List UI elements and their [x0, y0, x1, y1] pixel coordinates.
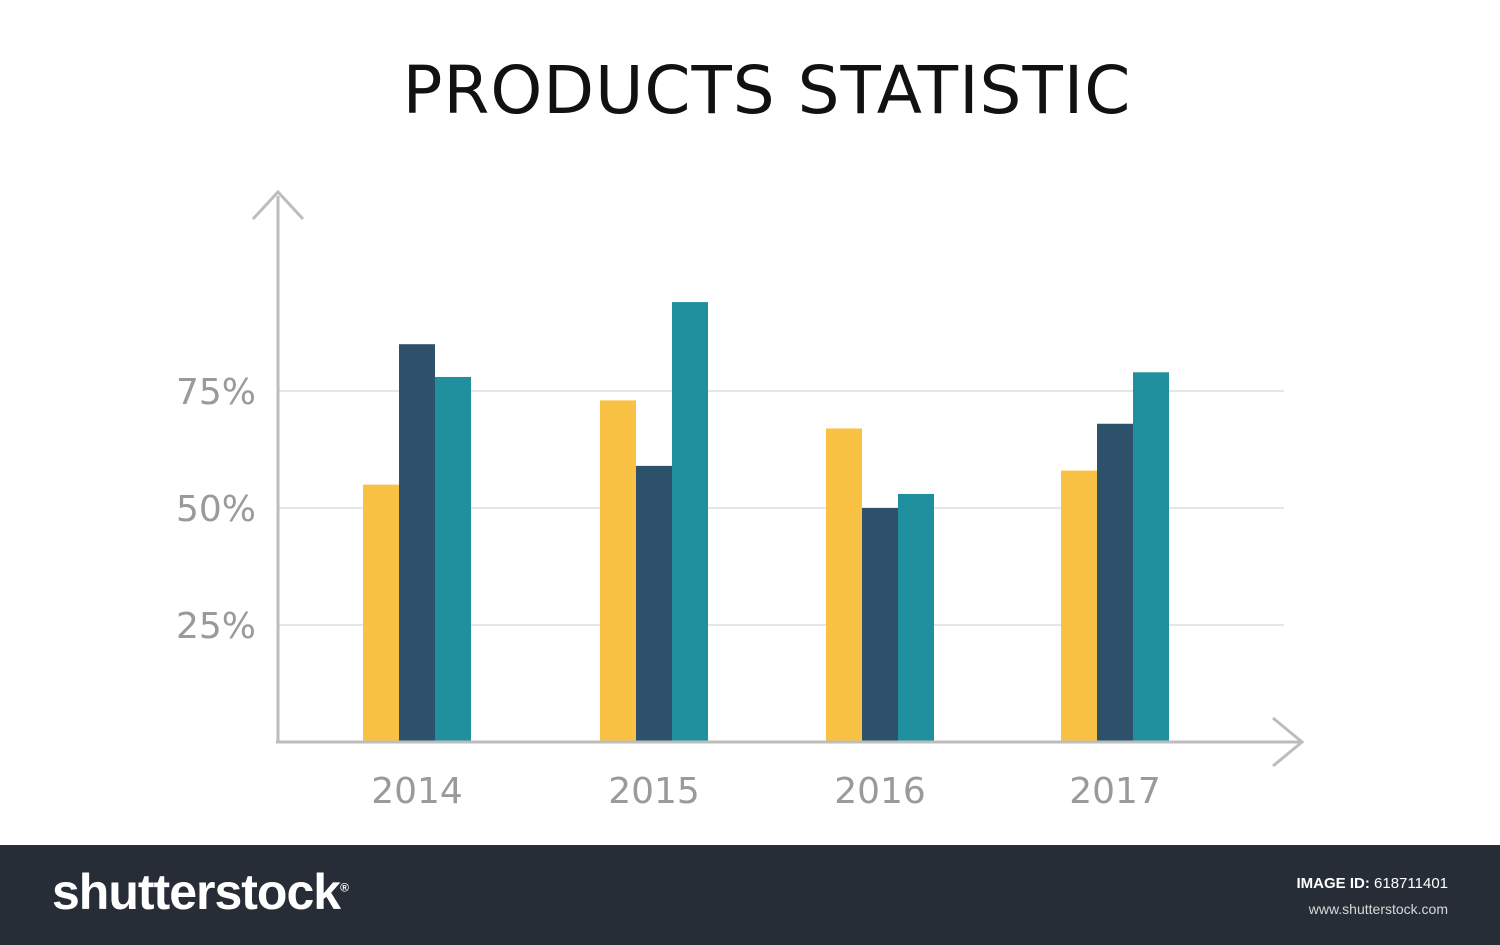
y-tick-label: 75%	[176, 372, 256, 413]
x-tick-label: 2016	[834, 771, 926, 812]
bar	[600, 400, 636, 742]
bar	[826, 428, 862, 742]
x-tick-label: 2015	[608, 771, 700, 812]
y-axis-arrow-icon	[251, 189, 305, 221]
logo-text: shutterstock	[52, 864, 341, 920]
footer-bar: shutterstock® IMAGE ID: 618711401 www.sh…	[0, 845, 1500, 945]
site-url: www.shutterstock.com	[1308, 901, 1448, 917]
bar	[399, 344, 435, 742]
bar	[363, 484, 399, 742]
y-tick-label: 50%	[176, 489, 256, 530]
bar	[1133, 372, 1169, 742]
bar	[898, 493, 934, 742]
x-axis-arrow-icon	[1272, 716, 1305, 768]
shutterstock-logo: shutterstock®	[52, 863, 349, 921]
chart-area: PRODUCTS STATISTIC 25% 50% 75% 2014 2015 201…	[176, 52, 1305, 812]
x-tick-labels: 2014 2015 2016 2017	[371, 771, 1161, 812]
image-id-label: IMAGE ID:	[1296, 875, 1370, 892]
bar	[636, 465, 672, 742]
y-tick-label: 25%	[176, 606, 256, 647]
axes	[251, 189, 1305, 768]
image-id-line: IMAGE ID: 618711401	[1297, 875, 1448, 892]
bar	[1097, 423, 1133, 742]
bar	[862, 508, 898, 742]
bar	[435, 376, 471, 742]
y-tick-labels: 25% 50% 75%	[176, 372, 256, 647]
bar	[1061, 470, 1097, 742]
bar-chart: 25% 50% 75% 2014 2015 2016 2017	[176, 189, 1305, 812]
image-id-value: 618711401	[1374, 875, 1448, 892]
chart-title: PRODUCTS STATISTIC	[402, 52, 1132, 129]
bar	[672, 302, 708, 742]
x-tick-label: 2014	[371, 771, 463, 812]
x-tick-label: 2017	[1069, 771, 1161, 812]
bars	[363, 302, 1169, 742]
registered-mark-icon: ®	[340, 880, 349, 895]
